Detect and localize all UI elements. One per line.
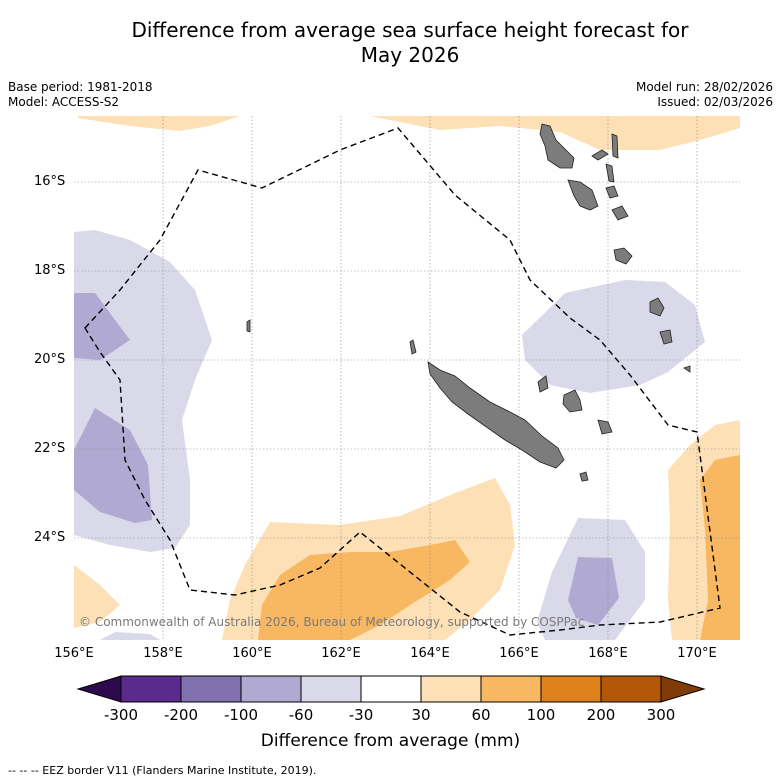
colorbar-swatch-2 bbox=[181, 676, 241, 702]
vanuatu-aneityum bbox=[659, 329, 673, 345]
lon-tick-162e: 162°E bbox=[321, 646, 361, 661]
model-name: Model: ACCESS-S2 bbox=[8, 95, 120, 109]
anomaly-minus60-100-west-lower bbox=[74, 408, 152, 523]
colorbar-label-minus300: -300 bbox=[103, 706, 139, 724]
colorbar-swatch-7 bbox=[481, 676, 541, 702]
meta-left: Base period: 1981-2018 Model: ACCESS-S2 bbox=[8, 80, 153, 110]
vanuatu-tanna bbox=[649, 297, 665, 317]
colorbar-swatch-5 bbox=[361, 676, 421, 702]
colorbar-swatch-8 bbox=[541, 676, 601, 702]
colorbar-title: Difference from average (mm) bbox=[260, 731, 521, 751]
eez-footnote: -- -- -- EEZ border V11 (Flanders Marine… bbox=[8, 764, 317, 777]
colorbar-label-minus30: -30 bbox=[348, 706, 374, 724]
loyalty-island-lifou bbox=[562, 389, 583, 413]
isle-of-pines bbox=[579, 471, 589, 482]
vanuatu-efate bbox=[611, 205, 629, 221]
lat-tick-20s: 20°S bbox=[34, 352, 66, 367]
lon-tick-170e: 170°E bbox=[677, 646, 717, 661]
vanuatu-erromango bbox=[613, 247, 633, 265]
colorbar-label-minus60: -60 bbox=[288, 706, 314, 724]
vanuatu-espiritu-santo bbox=[539, 123, 575, 169]
colorbar-swatch-9 bbox=[601, 676, 661, 702]
anomaly-minus60-100-west-upper bbox=[74, 293, 130, 360]
map-plot-area bbox=[74, 116, 740, 640]
anomaly-60-100-south bbox=[258, 540, 470, 640]
colorbar-outline bbox=[120, 675, 662, 703]
loyalty-island-ouvea bbox=[537, 375, 549, 393]
anomaly-60-100-east bbox=[700, 455, 740, 640]
vanuatu-maewo bbox=[611, 133, 619, 159]
anomaly-minus60-100-southeast bbox=[568, 557, 619, 625]
copyright-notice: © Commonwealth of Australia 2026, Bureau… bbox=[79, 615, 585, 629]
colorbar-swatch-3 bbox=[241, 676, 301, 702]
lat-tick-16s: 16°S bbox=[34, 174, 66, 189]
lon-tick-168e: 168°E bbox=[588, 646, 628, 661]
lon-tick-166e: 166°E bbox=[499, 646, 539, 661]
vanuatu-epi bbox=[605, 185, 619, 199]
lat-tick-22s: 22°S bbox=[34, 441, 66, 456]
colorbar-dividers bbox=[180, 676, 602, 702]
colorbar-extend-low bbox=[76, 675, 122, 703]
colorbar-swatch-1 bbox=[121, 676, 181, 702]
anomaly-30-60-southwest bbox=[74, 565, 120, 628]
vanuatu-ambae bbox=[591, 149, 609, 161]
colorbar-label-60: 60 bbox=[471, 706, 491, 724]
meta-right: Model run: 28/02/2026 Issued: 02/03/2026 bbox=[636, 80, 773, 110]
belep-islands bbox=[409, 339, 417, 355]
loyalty-island-mare bbox=[597, 419, 613, 435]
anomaly-30-60-top bbox=[78, 116, 240, 131]
colorbar-label-minus100: -100 bbox=[223, 706, 259, 724]
colorbar-label-100: 100 bbox=[526, 706, 556, 724]
vanuatu-malakula bbox=[567, 179, 599, 211]
lat-tick-24s: 24°S bbox=[34, 530, 66, 545]
colorbar-label-300: 300 bbox=[646, 706, 676, 724]
lon-tick-164e: 164°E bbox=[410, 646, 450, 661]
colorbar-swatch-6 bbox=[421, 676, 481, 702]
colorbar-label-200: 200 bbox=[586, 706, 616, 724]
lat-tick-18s: 18°S bbox=[34, 263, 66, 278]
title-line-2: May 2026 bbox=[360, 43, 460, 67]
anomaly-30-60-top-right bbox=[370, 116, 740, 150]
vanuatu-pentecost bbox=[605, 163, 615, 183]
eez-border bbox=[84, 127, 721, 636]
model-run: Model run: 28/02/2026 bbox=[635, 80, 773, 94]
chart-title: Difference from average sea surface heig… bbox=[60, 18, 760, 68]
issued-date: Issued: 02/03/2026 bbox=[657, 95, 773, 109]
colorbar-swatch-4 bbox=[301, 676, 361, 702]
colorbar bbox=[76, 675, 706, 703]
anomaly-minus30-60-bottom-left bbox=[100, 632, 160, 640]
base-period: Base period: 1981-2018 bbox=[8, 80, 153, 94]
lon-tick-160e: 160°E bbox=[232, 646, 272, 661]
new-caledonia-island bbox=[427, 361, 565, 469]
colorbar-extend-high bbox=[660, 675, 706, 703]
small-islet-east bbox=[683, 365, 691, 373]
lon-tick-156e: 156°E bbox=[54, 646, 94, 661]
colorbar-label-30: 30 bbox=[411, 706, 431, 724]
chesterfield-islet bbox=[246, 319, 251, 333]
gridlines bbox=[74, 116, 740, 640]
lon-tick-158e: 158°E bbox=[143, 646, 183, 661]
title-line-1: Difference from average sea surface heig… bbox=[131, 18, 689, 42]
colorbar-label-minus200: -200 bbox=[163, 706, 199, 724]
landmass bbox=[246, 123, 691, 482]
